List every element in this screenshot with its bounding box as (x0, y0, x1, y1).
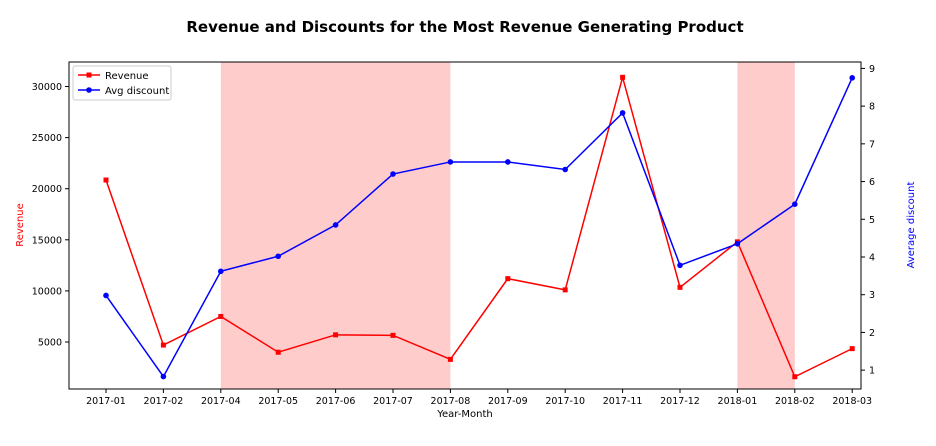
data-point-revenue (792, 374, 798, 380)
data-point-revenue (677, 284, 683, 290)
x-tick-label: 2017-08 (431, 396, 471, 407)
x-tick-label: 2018-03 (832, 396, 872, 407)
x-tick-label: 2017-12 (660, 396, 700, 407)
y-axis-label-right: Average discount (906, 182, 917, 269)
data-point-avg-discount (734, 240, 741, 247)
y-left-tick-label: 20000 (32, 184, 62, 195)
x-axis-label: Year-Month (436, 409, 492, 420)
legend: Revenue Avg discount (72, 65, 172, 101)
legend-marker-revenue (86, 72, 92, 78)
x-tick-label: 2017-01 (86, 396, 126, 407)
x-tick-label: 2017-10 (545, 396, 585, 407)
y-left-tick-label: 5000 (38, 337, 62, 348)
y-left-tick-label: 10000 (32, 286, 62, 297)
y-right-tick-label: 6 (869, 177, 875, 188)
data-point-avg-discount (562, 166, 568, 173)
y-left-tick-label: 15000 (32, 235, 62, 246)
x-tick-label: 2017-06 (316, 396, 356, 407)
data-point-avg-discount (390, 171, 396, 177)
shaded-region (737, 62, 795, 389)
x-tick-label: 2017-07 (373, 396, 413, 407)
series-line-revenue (105, 74, 853, 378)
y-right-tick-label: 1 (869, 366, 875, 377)
y-left-tick-label: 25000 (32, 133, 62, 144)
y-right-tick-label: 3 (869, 290, 875, 301)
y-right-tick-label: 2 (869, 328, 875, 339)
x-tick-label: 2017-09 (488, 396, 528, 407)
data-point-revenue (390, 332, 396, 338)
x-tick-label: 2018-02 (775, 396, 815, 407)
data-point-avg-discount (218, 268, 224, 275)
y-left-tick-label: 30000 (32, 82, 62, 93)
data-point-revenue (160, 342, 166, 348)
y-right-tick-label: 8 (869, 102, 875, 113)
data-point-revenue (505, 276, 511, 282)
legend-label-avg-discount: Avg discount (105, 86, 169, 97)
legend-label-revenue: Revenue (105, 71, 149, 82)
data-point-avg-discount (505, 159, 511, 165)
x-tick-label: 2018-01 (718, 396, 758, 407)
y-right-tick-label: 7 (869, 139, 875, 150)
data-point-revenue (333, 332, 339, 338)
series-line-avg-discount (105, 77, 853, 378)
data-point-avg-discount (619, 110, 626, 116)
x-tick-label: 2017-02 (144, 396, 184, 407)
legend-marker-avg-discount (86, 87, 92, 93)
x-tick-label: 2017-05 (258, 396, 298, 407)
data-point-revenue (620, 74, 626, 80)
data-point-revenue (275, 349, 281, 355)
data-point-revenue (447, 356, 453, 362)
data-point-avg-discount (160, 373, 167, 380)
plot-frame (68, 61, 862, 390)
x-tick-label: 2017-04 (201, 396, 241, 407)
data-point-avg-discount (447, 159, 454, 165)
data-point-avg-discount (332, 222, 339, 228)
x-tick-label: 2017-11 (603, 396, 643, 407)
y-axis-label-left: Revenue (15, 203, 26, 247)
data-point-avg-discount (849, 75, 855, 81)
chart-title: Revenue and Discounts for the Most Reven… (186, 18, 743, 36)
data-point-revenue (849, 346, 855, 352)
data-point-revenue (562, 287, 568, 293)
y-right-tick-label: 9 (869, 64, 875, 75)
data-point-revenue (103, 177, 109, 183)
data-point-avg-discount (103, 292, 109, 299)
y-right-tick-label: 4 (869, 252, 875, 263)
data-point-revenue (218, 313, 224, 319)
data-point-avg-discount (677, 262, 683, 269)
data-point-avg-discount (792, 201, 798, 207)
y-right-tick-label: 5 (869, 215, 875, 226)
data-point-avg-discount (275, 253, 282, 260)
